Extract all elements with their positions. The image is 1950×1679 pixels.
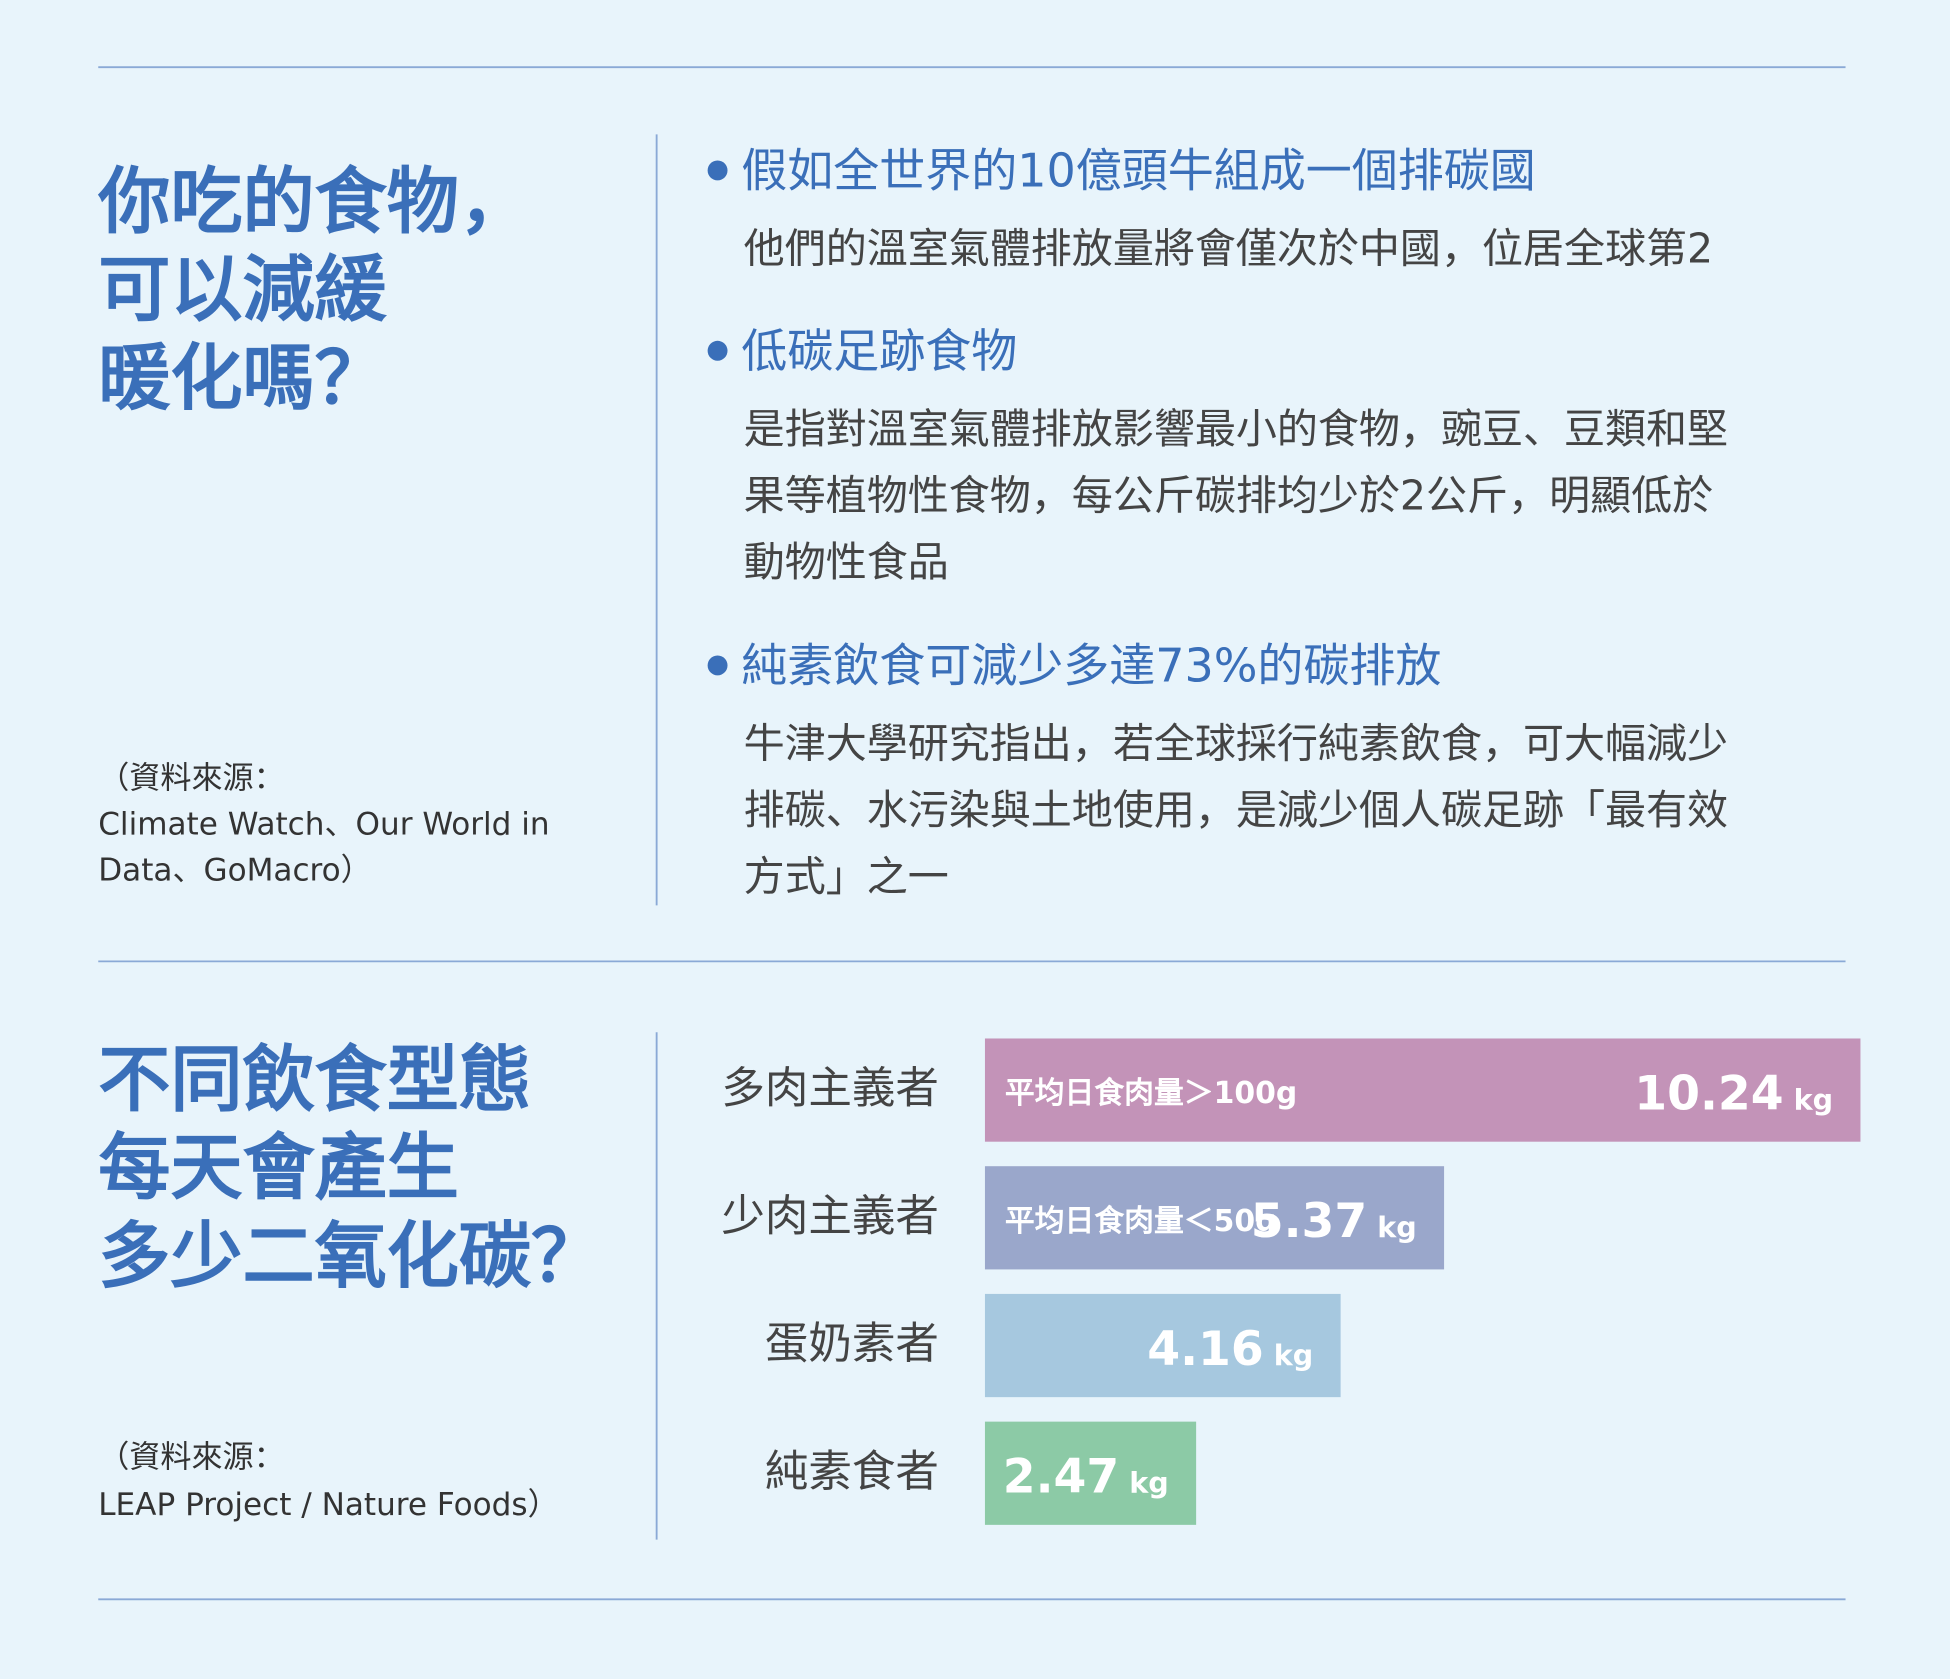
bar — [984, 1421, 1197, 1525]
value-unit: kg — [1129, 1466, 1168, 1500]
category-label: 蛋奶素者 — [765, 1320, 939, 1370]
value-unit: kg — [1794, 1082, 1833, 1116]
source-note: Climate Watch、Our World in — [98, 807, 549, 843]
category-label: 多肉主義者 — [721, 1064, 939, 1114]
chart-title: 每天會產生 — [98, 1127, 459, 1211]
bullet — [707, 160, 728, 181]
value-unit: kg — [1274, 1338, 1313, 1372]
bullet — [707, 340, 728, 361]
chart-title: 不同飲食型態 — [98, 1038, 531, 1122]
value-number: 2.47 — [1003, 1450, 1120, 1505]
section-title: 暖化嗎？ — [98, 337, 387, 421]
source-note: （資料來源： — [98, 761, 284, 797]
section-title: 你吃的食物， — [97, 160, 531, 244]
source-note: （資料來源： — [98, 1440, 284, 1476]
value-unit: kg — [1377, 1210, 1416, 1244]
value-label: 10.24 kg — [1634, 1066, 1833, 1121]
value-number: 4.16 — [1147, 1322, 1264, 1377]
value-number: 5.37 — [1251, 1194, 1368, 1249]
bar — [984, 1038, 1861, 1142]
source-note: LEAP Project / Nature Foods） — [98, 1487, 558, 1523]
chart-title: 多少二氧化碳？ — [98, 1215, 603, 1299]
bullet — [707, 655, 728, 676]
value-label: 5.37 kg — [1251, 1194, 1417, 1249]
item-body: 他們的溫室氣體排放量將會僅次於中國，位居全球第2 — [744, 224, 1713, 272]
item-body: 動物性食品 — [744, 538, 949, 586]
item-body: 方式」之一 — [744, 852, 949, 900]
item-heading: 純素飲食可減少多達73%的碳排放 — [741, 639, 1441, 693]
bar-note: 平均日食肉量＞100g — [1005, 1076, 1297, 1111]
item-body: 牛津大學研究指出，若全球採行純素飲食，可大幅減少 — [744, 719, 1728, 767]
item-body: 果等植物性食物，每公斤碳排均少於2公斤，明顯低於 — [744, 471, 1713, 519]
category-label: 純素食者 — [765, 1447, 939, 1497]
item-body: 是指對溫室氣體排放影響最小的食物，豌豆、豆類和堅 — [744, 405, 1728, 453]
bar — [984, 1166, 1445, 1270]
value-label: 4.16 kg — [1147, 1322, 1313, 1377]
item-body: 排碳、水污染與土地使用，是減少個人碳足跡「最有效 — [744, 786, 1728, 834]
section-title: 可以減緩 — [98, 249, 387, 333]
item-heading: 低碳足跡食物 — [741, 324, 1017, 378]
category-label: 少肉主義者 — [721, 1192, 939, 1242]
bar — [984, 1293, 1341, 1398]
value-label: 2.47 kg — [1003, 1450, 1169, 1505]
value-number: 10.24 — [1634, 1066, 1783, 1121]
item-heading: 假如全世界的10億頭牛組成一個排碳國 — [741, 144, 1536, 198]
bar-note: 平均日食肉量＜50g — [1005, 1204, 1277, 1239]
source-note: Data、GoMacro） — [98, 853, 372, 889]
